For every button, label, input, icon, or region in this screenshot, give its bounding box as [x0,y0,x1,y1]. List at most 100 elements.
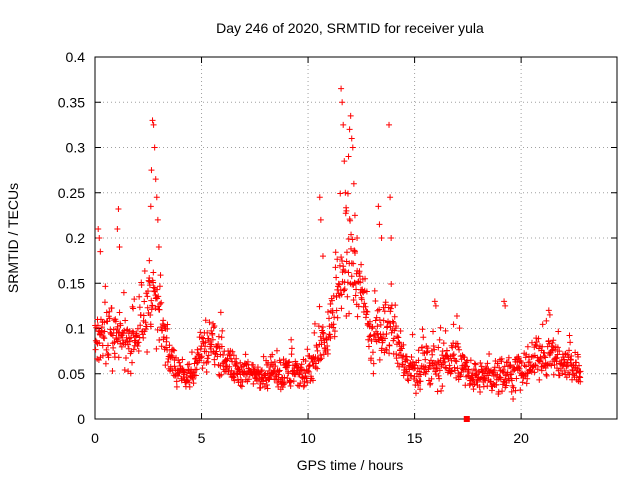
data-point [391,335,398,342]
data-point [404,357,411,364]
data-point [387,308,394,315]
data-point [344,279,351,286]
data-point [250,380,257,387]
data-point [230,352,237,359]
x-axis-label: GPS time / hours [297,457,404,473]
data-point [327,301,334,308]
data-point [420,334,427,341]
data-point [239,378,246,385]
data-point [147,312,154,319]
data-point [351,212,358,219]
data-point [370,370,377,377]
data-point [164,346,171,353]
data-point [95,225,102,232]
data-point [156,337,163,344]
data-point [453,312,460,319]
data-point [186,361,193,368]
data-point [136,293,143,300]
data-point [341,286,348,293]
data-point [361,300,368,307]
data-point [260,353,267,360]
data-point [156,283,163,290]
data-point [430,328,437,335]
data-point [141,267,148,274]
data-point [480,383,487,390]
data-point [338,254,345,261]
data-point [400,341,407,348]
data-point [340,121,347,128]
data-point [232,361,239,368]
data-point [101,335,108,342]
data-point [532,362,539,369]
data-point [498,355,505,362]
data-point [257,384,264,391]
data-point [447,353,454,360]
data-point [548,347,555,354]
data-point [348,135,355,142]
data-point [448,368,455,375]
y-axis-label: SRMTID / TECUs [5,183,21,293]
data-point [146,282,153,289]
data-point [465,366,472,373]
data-point [396,340,403,347]
data-point [528,339,535,346]
data-point [158,343,165,350]
data-point [227,355,234,362]
data-point [550,337,557,344]
data-point [432,302,439,309]
data-point [275,368,282,375]
gap-marker [463,416,470,422]
data-point [508,377,515,384]
data-point [532,362,539,369]
data-point [382,299,389,306]
data-point [438,387,445,394]
data-point [130,305,137,312]
data-point [394,360,401,367]
data-point [371,331,378,338]
data-point [338,291,345,298]
data-point [356,273,363,280]
data-point [505,354,512,361]
data-point [164,359,171,366]
data-point [419,326,426,333]
x-tick-label: 5 [198,430,206,446]
data-point [334,314,341,321]
data-point [346,310,353,317]
data-point [436,336,443,343]
data-point [408,354,415,361]
data-point [146,257,153,264]
data-point [381,308,388,315]
data-point [157,301,164,308]
data-point [356,268,363,275]
data-point [363,288,370,295]
data-point [538,355,545,362]
data-point [563,374,570,381]
data-point [286,377,293,384]
data-point [573,370,580,377]
data-point [430,343,437,350]
data-point [144,304,151,311]
data-point [410,365,417,372]
data-point [477,389,484,396]
data-point [150,284,157,291]
data-point [348,273,355,280]
data-point [376,316,383,323]
data-point [136,304,143,311]
data-point [397,328,404,335]
data-point [552,346,559,353]
data-point [202,339,209,346]
data-point [543,317,550,324]
data-point [98,324,105,331]
data-point [386,121,393,128]
data-point [103,309,110,316]
data-point [456,346,463,353]
data-point [134,325,141,332]
data-point [429,351,436,358]
data-point [450,321,457,328]
data-point [304,346,311,353]
data-point [163,334,170,341]
data-point [101,328,108,335]
data-point [155,293,162,300]
data-point [281,380,288,387]
